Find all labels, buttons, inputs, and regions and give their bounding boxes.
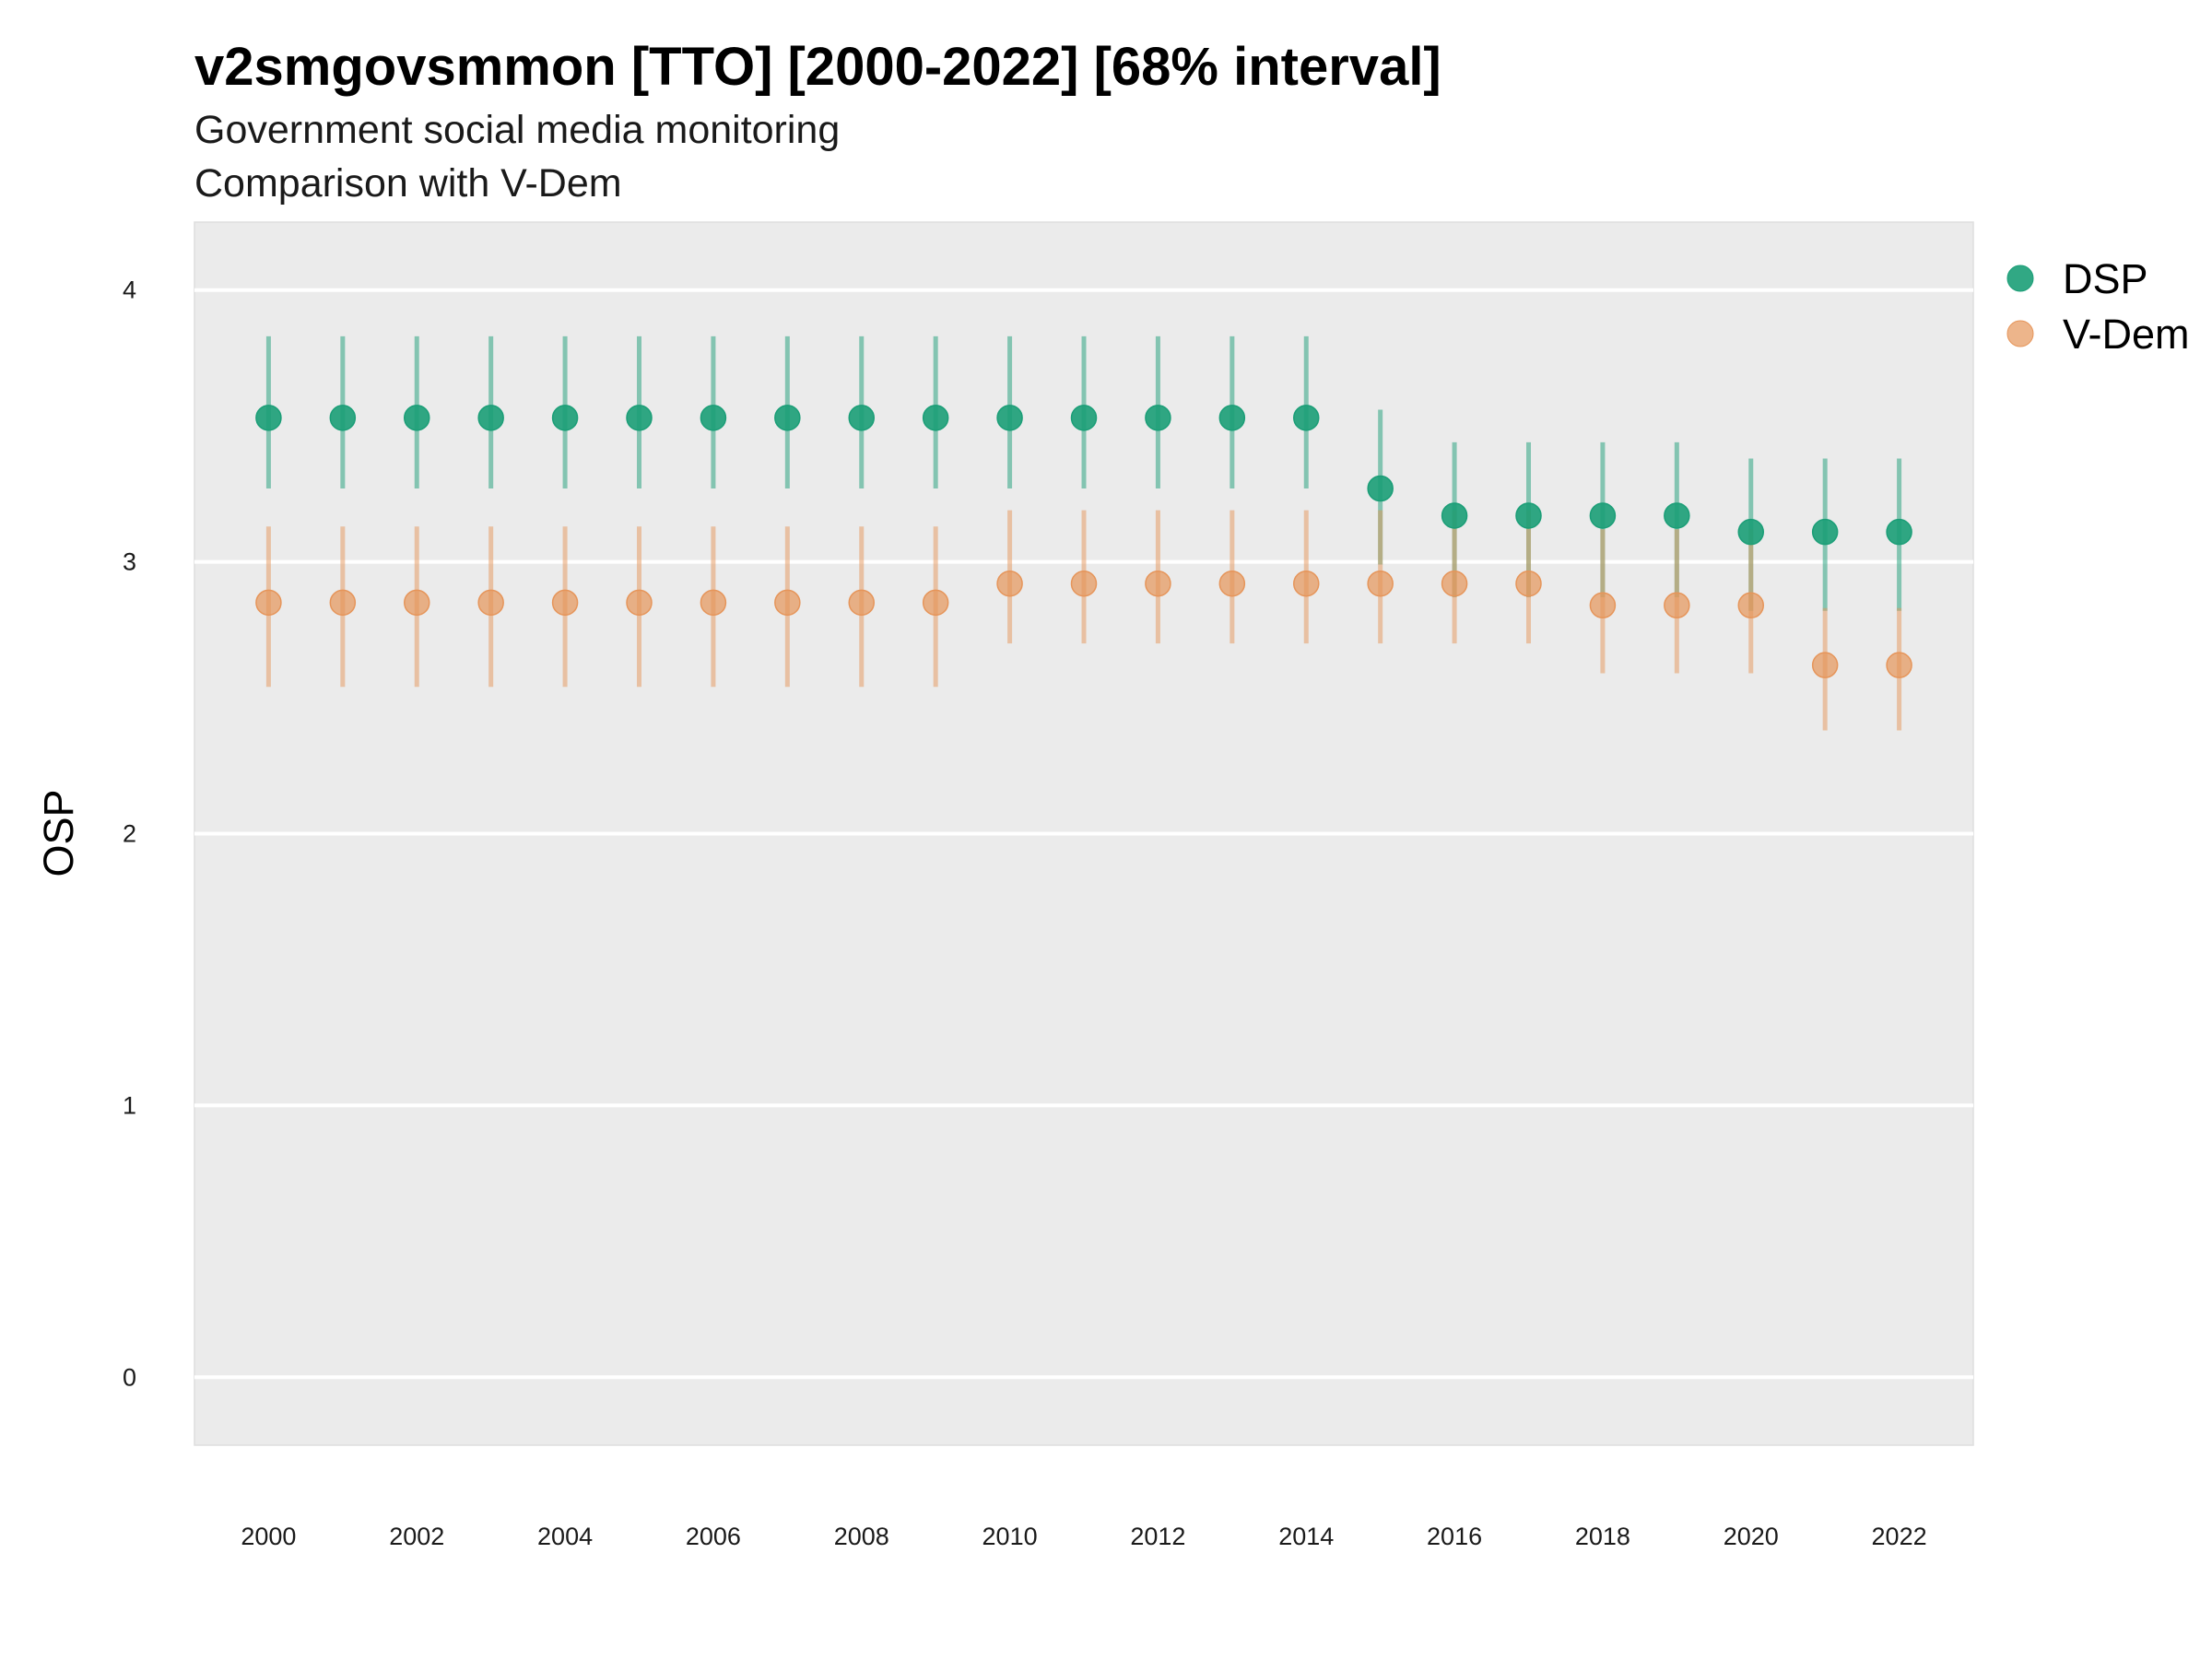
y-tick-label: 2 xyxy=(123,820,136,848)
point-vdem xyxy=(996,570,1023,597)
point-dsp xyxy=(1367,475,1394,502)
point-vdem xyxy=(774,589,801,617)
x-tick-label: 2016 xyxy=(1427,1523,1482,1550)
point-vdem xyxy=(329,589,357,617)
point-dsp xyxy=(477,405,504,431)
x-tick-label: 2014 xyxy=(1278,1523,1334,1550)
gridlines xyxy=(194,288,1973,1380)
point-vdem xyxy=(551,589,579,617)
x-tick-label: 2020 xyxy=(1724,1523,1779,1550)
x-tick-label: 2002 xyxy=(389,1523,444,1550)
x-tick-label: 2012 xyxy=(1130,1523,1185,1550)
x-tick-label: 2006 xyxy=(686,1523,741,1550)
point-vdem xyxy=(922,589,949,617)
point-dsp xyxy=(626,405,653,431)
point-vdem xyxy=(1145,570,1171,597)
point-dsp xyxy=(1664,502,1690,529)
point-dsp xyxy=(1145,405,1171,431)
point-dsp xyxy=(1218,405,1246,431)
x-tick-label: 2008 xyxy=(834,1523,889,1550)
point-dsp xyxy=(1441,502,1468,529)
point-dsp xyxy=(329,405,357,431)
point-vdem xyxy=(1886,652,1912,678)
y-tick-label: 3 xyxy=(123,548,136,576)
point-dsp xyxy=(255,405,282,431)
point-dsp xyxy=(1886,518,1912,546)
legend-label-vdem: V-Dem xyxy=(2063,311,2190,358)
point-vdem xyxy=(255,589,282,617)
point-vdem xyxy=(1441,570,1468,597)
point-vdem xyxy=(1515,570,1542,597)
x-tick-label: 2022 xyxy=(1872,1523,1927,1550)
chart-title: v2smgovsmmon [TTO] [2000-2022] [68% inte… xyxy=(194,37,1441,97)
point-dsp xyxy=(848,405,875,431)
point-vdem xyxy=(1070,570,1098,597)
point-dsp xyxy=(1293,405,1320,431)
point-dsp xyxy=(922,405,949,431)
chart-subtitle: Government social media monitoring xyxy=(194,108,840,152)
x-tick-label: 2010 xyxy=(982,1523,1038,1550)
x-tick-label: 2000 xyxy=(241,1523,296,1550)
legend-marker-dsp xyxy=(2006,265,2034,292)
point-vdem xyxy=(1737,592,1764,619)
point-dsp xyxy=(551,405,579,431)
y-axis-label: OSP xyxy=(35,789,82,877)
y-tick-label: 4 xyxy=(123,276,136,304)
y-tick-label: 0 xyxy=(123,1363,136,1391)
point-dsp xyxy=(1811,518,1839,546)
point-dsp xyxy=(404,405,430,431)
point-vdem xyxy=(1589,592,1617,619)
x-tick-label: 2004 xyxy=(537,1523,593,1550)
chart-caption: Comparison with V-Dem xyxy=(194,161,622,206)
point-vdem xyxy=(404,589,430,617)
point-vdem xyxy=(1293,570,1320,597)
legend-label-dsp: DSP xyxy=(2063,255,2148,302)
point-vdem xyxy=(1218,570,1246,597)
point-vdem xyxy=(626,589,653,617)
point-dsp xyxy=(700,405,727,431)
point-vdem xyxy=(1367,570,1394,597)
point-dsp xyxy=(1737,518,1764,546)
estimate-points xyxy=(255,405,1912,678)
point-vdem xyxy=(700,589,727,617)
legend-marker-vdem xyxy=(2006,320,2034,347)
point-vdem xyxy=(1811,652,1839,678)
y-axis-ticks: 0 1 2 3 4 xyxy=(123,276,136,1392)
x-tick-label: 2018 xyxy=(1575,1523,1630,1550)
point-dsp xyxy=(1515,502,1542,529)
point-dsp xyxy=(1070,405,1098,431)
point-dsp xyxy=(996,405,1023,431)
legend: DSP V-Dem xyxy=(2006,255,2190,358)
x-axis-ticks: 2000 2002 2004 2006 2008 2010 2012 2014 2016 2018… xyxy=(241,1523,1926,1550)
point-dsp xyxy=(1589,502,1617,529)
point-vdem xyxy=(477,589,504,617)
y-tick-label: 1 xyxy=(123,1091,136,1119)
point-dsp xyxy=(774,405,801,431)
point-vdem xyxy=(1664,592,1690,619)
point-vdem xyxy=(848,589,875,617)
